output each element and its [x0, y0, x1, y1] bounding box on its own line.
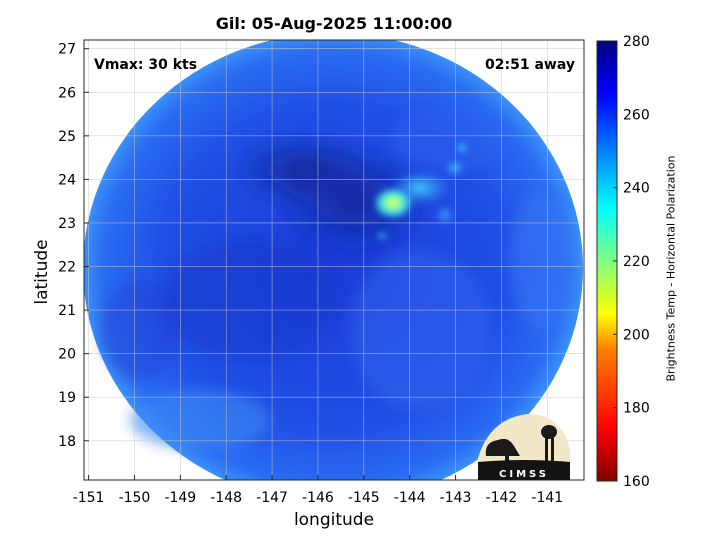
x-tick-label: -148	[210, 490, 242, 506]
x-tick-label: -143	[440, 490, 472, 506]
colorbar-tick-label: 220	[623, 254, 650, 270]
water-tower-icon	[541, 425, 557, 439]
colorbar-tick-label: 200	[623, 327, 650, 343]
x-tick-label: -142	[486, 490, 518, 506]
x-axis-label: longitude	[293, 510, 375, 530]
y-tick-label: 23	[58, 216, 76, 232]
y-tick-label: 26	[58, 85, 76, 101]
x-tick-label: -147	[256, 490, 288, 506]
logo-text: CIMSS	[499, 469, 549, 480]
y-tick-label: 22	[58, 260, 76, 276]
y-tick-label: 18	[58, 434, 76, 450]
time-away-text: 02:51 away	[485, 57, 575, 73]
y-tick-label: 21	[58, 303, 76, 319]
cold-core	[373, 187, 413, 219]
x-tick-label: -149	[164, 490, 196, 506]
y-ticks: 27 26 25 24 23 22 21 20 19 18	[58, 42, 89, 450]
axes-frame	[83, 39, 585, 481]
convection	[373, 141, 469, 241]
y-tick-label: 20	[58, 347, 76, 363]
swath	[84, 40, 583, 480]
y-tick-label: 19	[58, 390, 76, 406]
colorbar-tick-label: 180	[623, 401, 650, 417]
colorbar-tick-label: 240	[623, 181, 650, 197]
colorbar-label: Brightness Temp - Horizontal Polarizatio…	[664, 155, 678, 382]
x-ticks: -151 -150 -149 -148 -147 -146 -145 -144 -143 -142…	[73, 475, 563, 506]
vmax-text: Vmax: 30 kts	[94, 57, 197, 73]
colorbar-tick-label: 260	[623, 107, 650, 123]
x-tick-label: -144	[394, 490, 426, 506]
y-tick-label: 27	[58, 42, 76, 58]
map-title: Gil: 05-Aug-2025 11:00:00	[215, 14, 453, 33]
colorbar-tick-label: 280	[623, 34, 650, 50]
y-tick-label: 25	[58, 129, 76, 145]
swath-texture	[100, 110, 570, 450]
x-tick-label: -146	[302, 490, 334, 506]
x-tick-label: -151	[73, 490, 105, 506]
satellite-dish-icon	[485, 438, 520, 456]
colorbar-tick-label: 160	[623, 474, 650, 490]
y-axis-label: latitude	[32, 239, 52, 305]
x-tick-label: -145	[348, 490, 380, 506]
colorbar-ticks: 280 260 240 220 200 180 160	[613, 34, 650, 490]
x-tick-label: -141	[531, 490, 563, 506]
x-tick-label: -150	[119, 490, 151, 506]
y-tick-label: 24	[58, 172, 76, 188]
cimss-logo: CIMSS	[478, 414, 570, 480]
